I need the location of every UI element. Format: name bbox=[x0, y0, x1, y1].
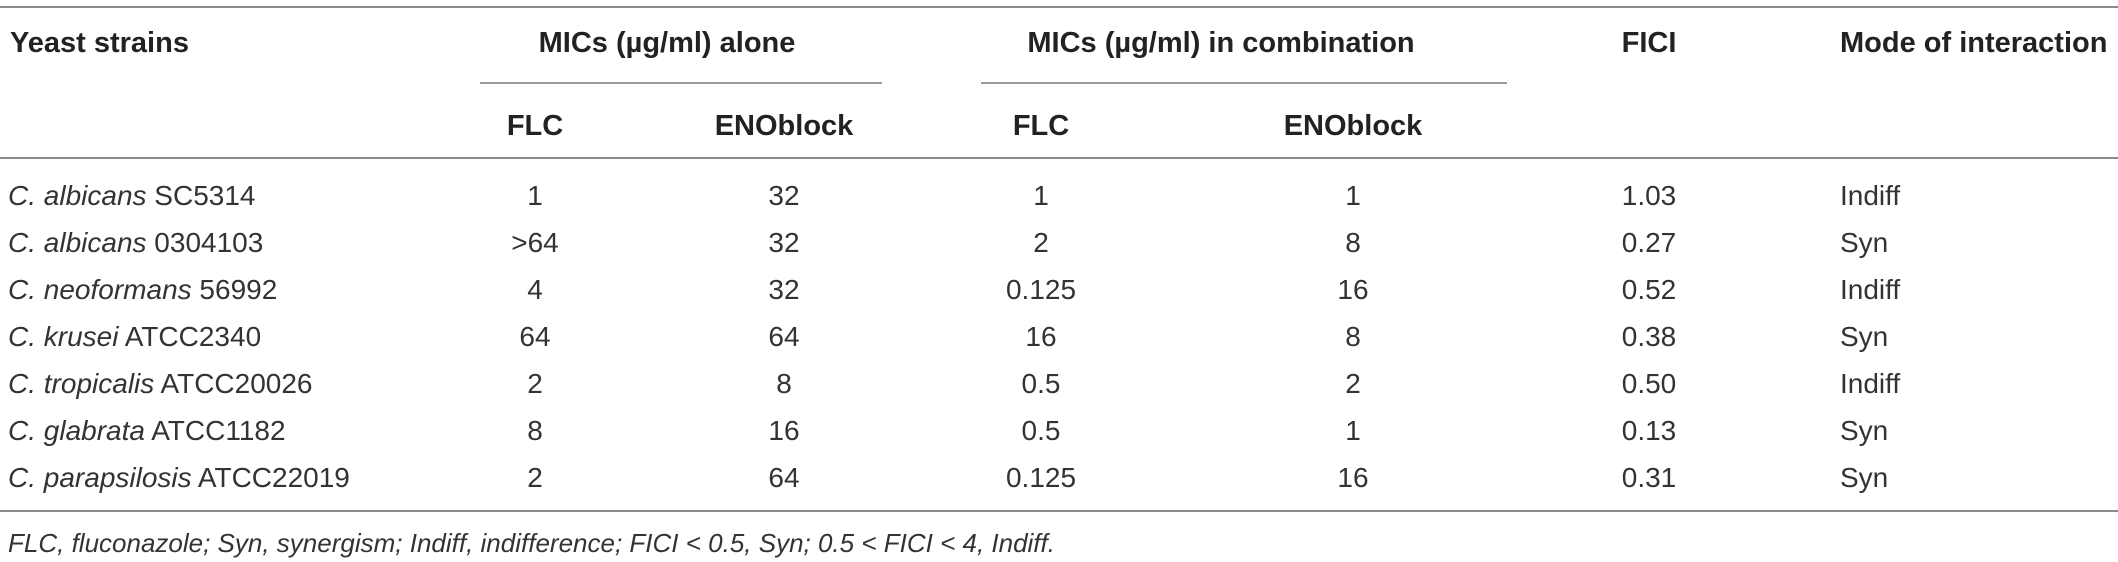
cell-strain: C. neoformans 56992 bbox=[8, 276, 277, 304]
cell-flc-alone: 4 bbox=[527, 274, 543, 305]
cell-eno-comb: 8 bbox=[1345, 321, 1361, 352]
header-bottom-rule bbox=[0, 157, 2118, 159]
header-enoblock-alone: ENOblock bbox=[714, 110, 854, 142]
cell-fici: 0.13 bbox=[1621, 415, 1677, 446]
cell-flc-comb: 0.5 bbox=[1021, 415, 1061, 446]
cell-mode: Indiff bbox=[1840, 180, 1901, 211]
cell-eno-alone: 16 bbox=[768, 415, 800, 446]
cell-fici: 0.52 bbox=[1621, 274, 1677, 305]
cell-eno-comb: 1 bbox=[1345, 415, 1361, 446]
cell-strain: C. krusei ATCC2340 bbox=[8, 323, 261, 351]
table-footnote: FLC, fluconazole; Syn, synergism; Indiff… bbox=[8, 528, 1055, 558]
cell-mode: Syn bbox=[1840, 415, 1889, 446]
cell-flc-comb: 2 bbox=[1033, 227, 1049, 258]
cell-eno-comb: 2 bbox=[1345, 368, 1361, 399]
cell-eno-comb: 16 bbox=[1337, 274, 1369, 305]
table-row: C. albicans SC5314 1 32 1 1 1.03 Indiff bbox=[0, 172, 2118, 219]
header-mics-alone: MICs (µg/ml) alone bbox=[538, 27, 796, 59]
table-top-rule bbox=[0, 6, 2118, 8]
cell-fici: 1.03 bbox=[1621, 180, 1677, 211]
cell-flc-alone: >64 bbox=[511, 227, 559, 258]
cell-flc-alone: 8 bbox=[527, 415, 543, 446]
cell-strain: C. parapsilosis ATCC22019 bbox=[8, 464, 350, 492]
header-mode-of-interaction: Mode of interaction bbox=[1840, 27, 2108, 59]
cell-flc-alone: 64 bbox=[519, 321, 551, 352]
header-flc-alone: FLC bbox=[506, 110, 564, 142]
strain-id: ATCC22019 bbox=[191, 462, 350, 493]
cell-mode: Indiff bbox=[1840, 274, 1901, 305]
cell-flc-alone: 2 bbox=[527, 368, 543, 399]
strain-id: SC5314 bbox=[146, 180, 256, 211]
cell-flc-comb: 1 bbox=[1033, 180, 1049, 211]
cell-flc-alone: 2 bbox=[527, 462, 543, 493]
header-enoblock-combination: ENOblock bbox=[1283, 110, 1423, 142]
cell-fici: 0.38 bbox=[1621, 321, 1677, 352]
cell-eno-comb: 8 bbox=[1345, 227, 1361, 258]
table-bottom-rule bbox=[0, 510, 2118, 512]
table-row: C. krusei ATCC2340 64 64 16 8 0.38 Syn bbox=[0, 313, 2118, 360]
header-mics-combination: MICs (µg/ml) in combination bbox=[1027, 27, 1415, 59]
cell-eno-alone: 32 bbox=[768, 274, 800, 305]
cell-mode: Syn bbox=[1840, 321, 1889, 352]
strain-id: ATCC1182 bbox=[144, 415, 286, 446]
cell-flc-comb: 0.125 bbox=[1005, 274, 1077, 305]
cell-flc-comb: 0.5 bbox=[1021, 368, 1061, 399]
table-row: C. glabrata ATCC1182 8 16 0.5 1 0.13 Syn bbox=[0, 407, 2118, 454]
cell-eno-alone: 32 bbox=[768, 180, 800, 211]
species-name: C. krusei bbox=[8, 321, 119, 352]
cell-eno-alone: 32 bbox=[768, 227, 800, 258]
cell-eno-comb: 16 bbox=[1337, 462, 1369, 493]
header-combination-underline bbox=[981, 82, 1507, 84]
header-flc-combination: FLC bbox=[1012, 110, 1070, 142]
species-name: C. albicans bbox=[8, 180, 147, 211]
table-row: C. neoformans 56992 4 32 0.125 16 0.52 Indiff bbox=[0, 266, 2118, 313]
cell-flc-comb: 0.125 bbox=[1005, 462, 1077, 493]
species-name: C. tropicalis bbox=[8, 368, 155, 399]
cell-strain: C. albicans 0304103 bbox=[8, 229, 263, 257]
strain-id: 56992 bbox=[191, 274, 278, 305]
table-row: C. albicans 0304103 >64 32 2 8 0.27 Syn bbox=[0, 219, 2118, 266]
cell-eno-alone: 8 bbox=[776, 368, 792, 399]
strain-id: ATCC2340 bbox=[118, 321, 262, 352]
strain-id: 0304103 bbox=[146, 227, 264, 258]
species-name: C. albicans bbox=[8, 227, 147, 258]
cell-strain: C. tropicalis ATCC20026 bbox=[8, 370, 313, 398]
header-alone-underline bbox=[480, 82, 882, 84]
cell-eno-alone: 64 bbox=[768, 462, 800, 493]
table-row: C. parapsilosis ATCC22019 2 64 0.125 16 0.31 S… bbox=[0, 454, 2118, 501]
table-row: C. tropicalis ATCC20026 2 8 0.5 2 0.50 Indiff bbox=[0, 360, 2118, 407]
header-yeast-strains: Yeast strains bbox=[10, 27, 189, 59]
cell-flc-alone: 1 bbox=[527, 180, 543, 211]
cell-eno-comb: 1 bbox=[1345, 180, 1361, 211]
strain-id: ATCC20026 bbox=[154, 368, 313, 399]
cell-flc-comb: 16 bbox=[1025, 321, 1057, 352]
cell-mode: Syn bbox=[1840, 462, 1889, 493]
species-name: C. neoformans bbox=[8, 274, 192, 305]
cell-eno-alone: 64 bbox=[768, 321, 800, 352]
cell-fici: 0.27 bbox=[1621, 227, 1677, 258]
header-fici: FICI bbox=[1621, 27, 1677, 59]
cell-strain: C. glabrata ATCC1182 bbox=[8, 417, 286, 445]
cell-mode: Indiff bbox=[1840, 368, 1901, 399]
cell-mode: Syn bbox=[1840, 227, 1889, 258]
species-name: C. parapsilosis bbox=[8, 462, 192, 493]
cell-fici: 0.50 bbox=[1621, 368, 1677, 399]
cell-strain: C. albicans SC5314 bbox=[8, 182, 255, 210]
cell-fici: 0.31 bbox=[1621, 462, 1677, 493]
species-name: C. glabrata bbox=[8, 415, 145, 446]
